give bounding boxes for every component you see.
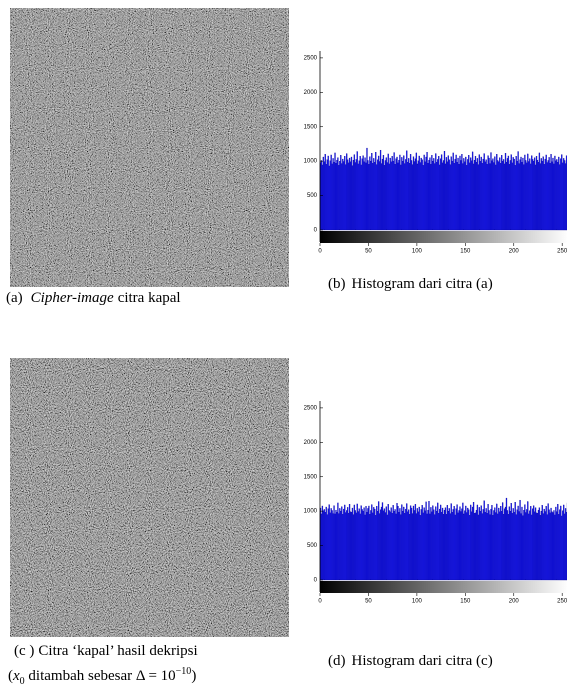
caption-label: (a) — [6, 290, 23, 306]
caption-text: ) — [191, 668, 196, 684]
y-tick-label: 1000 — [304, 509, 318, 515]
y-tick-label: 500 — [307, 543, 318, 549]
y-tick-label: 2500 — [304, 405, 318, 411]
caption-b: (b) Histogram dari citra (a) — [328, 276, 493, 292]
colorbar — [320, 231, 567, 243]
caption-text: x — [12, 668, 20, 684]
y-tick-label: 1500 — [304, 124, 318, 130]
decrypted-image-noise — [10, 358, 289, 637]
caption-superscript: −10 — [176, 666, 192, 677]
caption-d: (d) Histogram dari citra (c) — [328, 653, 493, 669]
x-tick-label: 50 — [365, 599, 372, 605]
x-tick-label: 50 — [365, 249, 372, 255]
colorbar — [320, 581, 567, 593]
caption-text: citra kapal — [118, 290, 181, 306]
x-tick-label: 150 — [460, 599, 471, 605]
y-tick-label: 0 — [314, 228, 318, 234]
histogram: 0 500 1000 1500 2000 2500 0 50 100 150 200 250 — [304, 401, 567, 605]
y-tick-label: 2000 — [304, 90, 318, 96]
y-tick-label: 1000 — [304, 159, 318, 165]
x-tick-label: 100 — [412, 249, 423, 255]
y-tick-label: 2500 — [304, 55, 318, 61]
x-tick-label: 0 — [318, 599, 322, 605]
histogram: 0 500 1000 1500 2000 2500 0 50 100 150 200 250 — [304, 51, 567, 255]
caption-a: (a) Cipher-image citra kapal — [6, 290, 181, 306]
caption-italic: Cipher-image — [31, 290, 114, 306]
x-tick-label: 150 — [460, 249, 471, 255]
caption-label: (b) — [328, 276, 346, 292]
cipher-image-noise — [10, 8, 289, 287]
x-tick-label: 250 — [557, 599, 567, 605]
x-tick-label: 0 — [318, 249, 322, 255]
y-tick-label: 500 — [307, 193, 318, 199]
caption-text: Histogram dari citra (a) — [352, 276, 493, 292]
caption-text: ( — [8, 668, 13, 684]
caption-c-line2: (x0 ditambah sebesar Δ = 10−10) — [8, 666, 196, 687]
y-tick-label: 1500 — [304, 474, 318, 480]
caption-text: Histogram dari citra (c) — [352, 653, 493, 669]
x-tick-label: 200 — [509, 249, 520, 255]
y-tick-label: 0 — [314, 578, 318, 584]
x-tick-label: 200 — [509, 599, 520, 605]
caption-text: Citra ‘kapal’ hasil dekripsi — [38, 643, 197, 659]
caption-c: (c ) Citra ‘kapal’ hasil dekripsi — [14, 643, 198, 659]
caption-subscript: 0 — [20, 676, 25, 687]
caption-label: (d) — [328, 653, 346, 669]
caption-text: ditambah sebesar Δ = 10 — [25, 668, 176, 684]
y-tick-label: 2000 — [304, 440, 318, 446]
caption-label: (c ) — [14, 643, 34, 659]
x-tick-label: 100 — [412, 599, 423, 605]
x-tick-label: 250 — [557, 249, 567, 255]
